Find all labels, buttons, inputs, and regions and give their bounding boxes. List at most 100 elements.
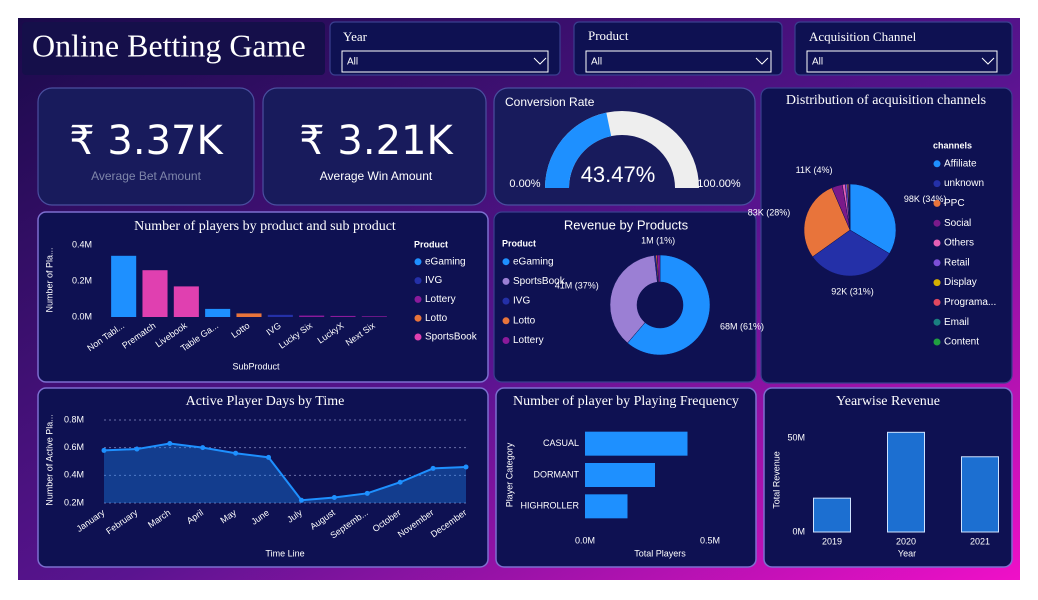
legend-swatch xyxy=(933,239,941,247)
legend-label: Email xyxy=(944,317,969,328)
card xyxy=(37,211,489,383)
slice xyxy=(627,254,711,356)
filter-label: Year xyxy=(343,29,368,44)
bar xyxy=(330,315,356,317)
chevron xyxy=(981,57,995,65)
legend-swatch xyxy=(933,279,941,287)
page-title: Online Betting Game xyxy=(32,27,306,63)
point xyxy=(364,490,370,496)
y-tick-label: DORMANT xyxy=(534,469,580,479)
point xyxy=(397,479,403,485)
y-tick-label: HIGHROLLER xyxy=(520,501,579,511)
legend-title: channels xyxy=(933,140,972,150)
x-tick-label: 2021 xyxy=(970,536,990,546)
legend-swatch xyxy=(502,317,510,325)
y-tick-label: CASUAL xyxy=(543,438,579,448)
data-label: 1M (1%) xyxy=(641,235,675,245)
legend-swatch xyxy=(414,295,422,303)
point xyxy=(331,494,337,500)
gauge-tick-label: 100.00% xyxy=(697,178,741,190)
point xyxy=(167,441,173,447)
chart-title: Distribution of acquisition channels xyxy=(786,93,986,108)
filter[interactable]: Year All xyxy=(329,21,561,76)
chevron xyxy=(755,57,769,65)
y-axis-title: Number of Pla... xyxy=(44,247,54,312)
legend-title: Product xyxy=(502,238,536,248)
legend-swatch xyxy=(933,259,941,267)
bar xyxy=(585,494,628,519)
kpi-label: Average Win Amount xyxy=(320,169,433,183)
legend-label: SportsBook xyxy=(513,276,566,287)
dropdown[interactable] xyxy=(341,50,549,73)
x-axis-title: SubProduct xyxy=(232,361,280,371)
y-tick-label: 0.0M xyxy=(72,311,92,321)
bar xyxy=(585,431,688,456)
filter-label: Acquisition Channel xyxy=(809,29,917,44)
kpi-card xyxy=(262,87,487,206)
bar xyxy=(299,315,325,317)
legend-label: Lottery xyxy=(513,335,544,346)
y-tick-label: 0M xyxy=(792,526,805,536)
point xyxy=(463,464,469,470)
slice xyxy=(609,255,658,344)
x-axis-title: Time Line xyxy=(265,548,304,558)
bar xyxy=(361,316,387,317)
title-box xyxy=(22,22,325,75)
legend-label: Content xyxy=(944,337,979,348)
point xyxy=(134,446,140,452)
legend-label: Affiliate xyxy=(944,158,977,169)
bar xyxy=(887,431,925,533)
legend-label: Lottery xyxy=(425,294,456,305)
kpi-label: Average Bet Amount xyxy=(91,169,202,183)
y-tick-label: 50M xyxy=(787,432,805,442)
x-tick-label: 2020 xyxy=(896,536,916,546)
kpi-value: ₹ 3.21K xyxy=(299,118,454,164)
area xyxy=(104,443,466,503)
y-tick-label: 0.2M xyxy=(72,275,92,285)
y-tick-label: 0.4M xyxy=(72,239,92,249)
gauge-label: 43.47% xyxy=(581,162,656,187)
filter[interactable]: Product All xyxy=(573,21,783,76)
x-tick-label: 0.0M xyxy=(575,535,595,545)
legend-label: Display xyxy=(944,277,977,288)
chart-title: Yearwise Revenue xyxy=(836,394,940,409)
point xyxy=(298,497,304,503)
data-label: 83K (28%) xyxy=(748,208,791,218)
legend-swatch xyxy=(933,180,941,188)
point xyxy=(266,454,272,460)
slice xyxy=(849,183,897,254)
legend-title: Product xyxy=(414,239,448,249)
legend-swatch xyxy=(502,297,510,305)
x-axis-title: Total Players xyxy=(634,548,686,558)
y-tick-label: 0.6M xyxy=(64,442,84,452)
legend-label: Programa... xyxy=(944,297,996,308)
data-label: 68M (61%) xyxy=(720,322,764,332)
legend-label: Others xyxy=(944,238,974,249)
legend-label: SportsBook xyxy=(425,332,478,343)
slice xyxy=(656,254,661,283)
dropdown[interactable] xyxy=(806,50,998,73)
data-label: 92K (31%) xyxy=(831,286,874,296)
dropdown-value: All xyxy=(812,57,823,68)
bar xyxy=(961,456,999,533)
card xyxy=(37,387,489,568)
y-axis-title: Player Category xyxy=(504,442,514,507)
chart-title: Number of players by product and sub pro… xyxy=(134,219,396,234)
bar xyxy=(236,313,262,317)
dropdown-value: All xyxy=(347,57,358,68)
slice xyxy=(812,229,890,277)
filter-box xyxy=(794,21,1013,76)
point xyxy=(101,447,107,453)
dropdown[interactable] xyxy=(585,50,772,73)
legend-swatch xyxy=(933,318,941,326)
legend-label: IVG xyxy=(425,275,442,286)
legend-swatch xyxy=(502,258,510,266)
filter[interactable]: Acquisition Channel All xyxy=(794,21,1013,76)
point xyxy=(233,450,239,456)
legend-label: Lotto xyxy=(513,315,536,326)
legend-label: Social xyxy=(944,218,971,229)
kpi-value: ₹ 3.37K xyxy=(69,118,224,164)
bar xyxy=(142,270,168,317)
gauge-value xyxy=(545,112,612,188)
legend-swatch xyxy=(933,338,941,346)
